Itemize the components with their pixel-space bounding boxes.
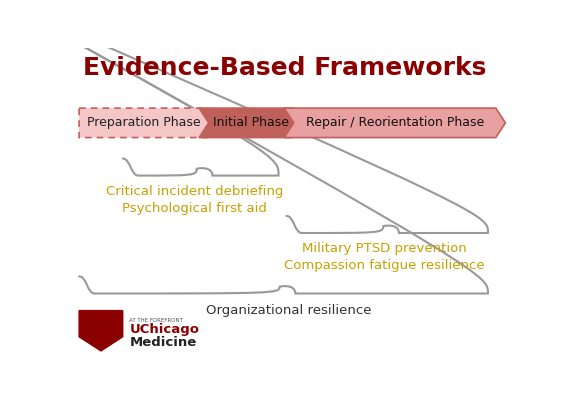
Polygon shape xyxy=(79,108,217,137)
Text: Military PTSD prevention
Compassion fatigue resilience: Military PTSD prevention Compassion fati… xyxy=(284,242,485,272)
Text: Medicine: Medicine xyxy=(129,336,196,349)
Text: Evidence-Based Frameworks: Evidence-Based Frameworks xyxy=(83,56,487,80)
Text: Organizational resilience: Organizational resilience xyxy=(206,304,371,318)
Polygon shape xyxy=(79,311,123,351)
Text: UChicago: UChicago xyxy=(129,324,199,337)
Text: Critical incident debriefing
Psychological first aid: Critical incident debriefing Psychologic… xyxy=(106,185,283,215)
Text: Initial Phase: Initial Phase xyxy=(213,116,289,129)
Text: Preparation Phase: Preparation Phase xyxy=(87,116,200,129)
Text: AT THE FOREFRONT: AT THE FOREFRONT xyxy=(129,318,183,323)
Text: Repair / Reorientation Phase: Repair / Reorientation Phase xyxy=(306,116,484,129)
Polygon shape xyxy=(199,108,302,137)
Polygon shape xyxy=(284,108,506,137)
